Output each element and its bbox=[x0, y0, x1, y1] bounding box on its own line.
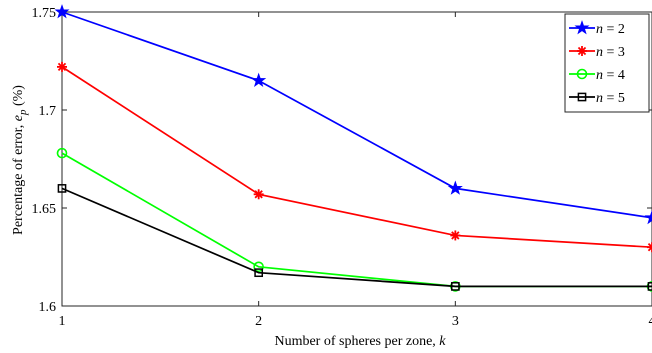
data-point bbox=[253, 189, 264, 200]
legend-label: n = 5 bbox=[596, 91, 625, 106]
y-tick-label: 1.75 bbox=[32, 6, 57, 21]
data-point bbox=[57, 61, 67, 72]
plot-frame bbox=[61, 11, 652, 307]
y-axis-label-text: Percentage of error, bbox=[11, 121, 26, 235]
data-point bbox=[251, 72, 267, 87]
x-axis-label: Number of spheres per zone, k bbox=[274, 334, 446, 349]
legend-item: n = 2 bbox=[569, 20, 625, 37]
series-line bbox=[61, 66, 652, 249]
legend-label: n = 4 bbox=[596, 68, 625, 83]
x-tick-label: 2 bbox=[255, 314, 262, 329]
y-axis-label-var: e bbox=[11, 115, 26, 121]
data-point bbox=[56, 147, 68, 159]
series-star bbox=[54, 4, 652, 225]
legend-label: n = 3 bbox=[596, 45, 625, 60]
y-axis-label-sub: p bbox=[17, 109, 29, 116]
series-line bbox=[61, 11, 652, 219]
y-axis-ticks: 1.6 1.65 1.7 1.75 bbox=[32, 6, 652, 315]
legend-label: n = 2 bbox=[596, 22, 625, 37]
data-point bbox=[57, 184, 67, 193]
legend-marker bbox=[577, 46, 587, 56]
data-point bbox=[450, 230, 461, 241]
series-group bbox=[54, 4, 652, 292]
series-line bbox=[61, 187, 652, 288]
data-point bbox=[253, 261, 264, 273]
y-axis-label-unit: (%) bbox=[11, 85, 26, 110]
x-tick-label: 4 bbox=[649, 314, 652, 329]
x-axis-label-var: k bbox=[439, 334, 446, 349]
data-point bbox=[450, 282, 460, 291]
data-point bbox=[644, 209, 652, 225]
data-point bbox=[254, 268, 264, 278]
data-point bbox=[647, 282, 652, 291]
series-asterisk bbox=[57, 61, 652, 253]
x-axis-label-text: Number of spheres per zone, bbox=[274, 334, 439, 349]
series-square bbox=[57, 184, 652, 291]
y-tick-label: 1.7 bbox=[39, 104, 57, 119]
legend-marker bbox=[576, 68, 588, 80]
y-axis-label: Percentage of error, ep (%) bbox=[11, 85, 29, 235]
legend-item: n = 3 bbox=[569, 45, 625, 60]
plot-area bbox=[61, 11, 652, 307]
legend: n = 2 n = 3 n = 4 n = 5 bbox=[564, 13, 650, 113]
x-tick-label: 3 bbox=[452, 314, 459, 329]
data-point bbox=[54, 4, 70, 19]
legend-marker bbox=[577, 92, 587, 102]
legend-item: n = 4 bbox=[569, 68, 625, 83]
legend-marker bbox=[574, 20, 590, 35]
y-tick-label: 1.6 bbox=[39, 300, 57, 315]
y-tick-label: 1.65 bbox=[32, 202, 57, 217]
legend-item: n = 5 bbox=[569, 91, 625, 106]
data-point bbox=[647, 242, 652, 253]
x-tick-label: 1 bbox=[59, 314, 66, 329]
data-point bbox=[447, 180, 463, 195]
